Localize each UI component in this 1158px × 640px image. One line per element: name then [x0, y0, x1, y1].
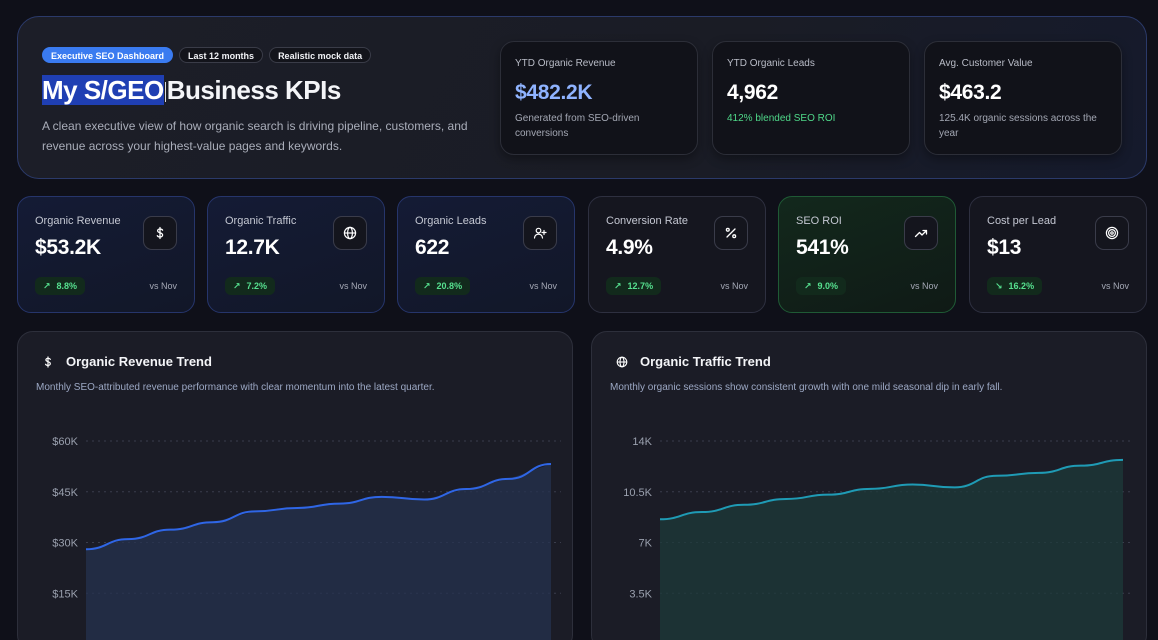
ytd-customer-value-card: Avg. Customer Value $463.2 125.4K organi…: [924, 41, 1122, 155]
kpi-card-organic-leads[interactable]: Organic Leads 622 ↗ 20.8% vs Nov: [397, 196, 575, 313]
trending-up-icon: [904, 216, 938, 250]
ytd-card-value: $463.2: [939, 81, 1002, 104]
ytd-card-subtext: 412% blended SEO ROI: [727, 113, 836, 124]
ytd-revenue-card: YTD Organic Revenue $482.2K Generated fr…: [500, 41, 698, 155]
ytd-leads-card: YTD Organic Leads 4,962 412% blended SEO…: [712, 41, 910, 155]
tag-date-range[interactable]: Last 12 months: [179, 47, 264, 63]
change-badge: ↗ 20.8%: [415, 277, 471, 295]
y-tick-label: $15K: [52, 588, 78, 600]
revenue-trend-panel: $0$15K$30K$45K$60K Organic Revenue Trend…: [17, 331, 573, 640]
user-plus-icon: [523, 216, 557, 250]
tag-mock-data[interactable]: Realistic mock data: [269, 47, 372, 63]
dollar-icon: [143, 216, 177, 250]
series-line: [659, 458, 1124, 521]
kpi-label: Organic Leads: [415, 215, 487, 227]
globe-icon: [333, 216, 367, 250]
arrow-up-right-icon: ↗: [804, 281, 812, 291]
panel-description: Monthly SEO-attributed revenue performan…: [36, 382, 435, 393]
ytd-card-subtext: 125.4K organic sessions across the year: [939, 113, 1097, 139]
panel-title: Organic Traffic Trend: [616, 354, 771, 369]
change-badge: ↘ 16.2%: [987, 277, 1043, 295]
comparison-label: vs Nov: [910, 281, 938, 291]
kpi-value: 622: [415, 236, 450, 259]
panel-description: Monthly organic sessions show consistent…: [610, 382, 1003, 393]
page-title[interactable]: My S/GEO Business KPIs: [42, 75, 341, 106]
kpi-card-conversion-rate[interactable]: Conversion Rate 4.9% ↗ 12.7% vs Nov: [588, 196, 766, 313]
change-badge: ↗ 9.0%: [796, 277, 847, 295]
hero-description: A clean executive view of how organic se…: [42, 119, 468, 153]
ytd-card-value: $482.2K: [515, 81, 593, 104]
y-tick-label: 10.5K: [623, 487, 652, 499]
text-cursor: [164, 82, 166, 102]
comparison-label: vs Nov: [529, 281, 557, 291]
kpi-card-cost-per-lead[interactable]: Cost per Lead $13 ↘ 16.2% vs Nov: [969, 196, 1147, 313]
comparison-label: vs Nov: [149, 281, 177, 291]
ytd-card-value: 4,962: [727, 81, 779, 104]
panel-title-text: Organic Traffic Trend: [640, 354, 771, 369]
kpi-label: Organic Revenue: [35, 215, 121, 227]
arrow-up-right-icon: ↗: [423, 281, 431, 291]
comparison-label: vs Nov: [720, 281, 748, 291]
revenue-trend-chart[interactable]: $0$15K$30K$45K$60K: [18, 332, 574, 640]
panel-title-text: Organic Revenue Trend: [66, 354, 212, 369]
tag-executive-dashboard[interactable]: Executive SEO Dashboard: [42, 47, 174, 63]
kpi-value: $53.2K: [35, 236, 101, 259]
page-title-rest[interactable]: Business KPIs: [166, 75, 342, 105]
ytd-card-subtext: Generated from SEO-driven conversions: [515, 113, 640, 139]
kpi-value: 12.7K: [225, 236, 280, 259]
kpi-value: 541%: [796, 236, 849, 259]
ytd-card-label: YTD Organic Revenue: [515, 58, 616, 69]
change-value: 16.2%: [1008, 281, 1035, 291]
comparison-label: vs Nov: [339, 281, 367, 291]
ytd-card-label: YTD Organic Leads: [727, 58, 815, 69]
change-value: 8.8%: [56, 281, 78, 291]
page-title-selected-text[interactable]: My S/GEO: [42, 75, 164, 105]
y-tick-label: $30K: [52, 538, 78, 550]
change-value: 20.8%: [436, 281, 463, 291]
y-tick-label: $45K: [52, 487, 78, 499]
comparison-label: vs Nov: [1101, 281, 1129, 291]
kpi-label: SEO ROI: [796, 215, 842, 227]
hero-section: Executive SEO Dashboard Last 12 months R…: [17, 16, 1147, 179]
ytd-card-label: Avg. Customer Value: [939, 58, 1033, 69]
panel-title: Organic Revenue Trend: [42, 354, 212, 369]
series-area: [86, 464, 551, 640]
dollar-icon: [45, 355, 51, 368]
kpi-label: Cost per Lead: [987, 215, 1057, 227]
y-tick-label: 3.5K: [629, 588, 652, 600]
kpi-card-seo-roi[interactable]: SEO ROI 541% ↗ 9.0% vs Nov: [778, 196, 956, 313]
arrow-down-right-icon: ↘: [995, 281, 1003, 291]
percent-icon: [714, 216, 748, 250]
target-icon: [1095, 216, 1129, 250]
y-tick-label: $60K: [52, 436, 78, 448]
y-tick-label: 14K: [632, 436, 652, 448]
change-badge: ↗ 8.8%: [35, 277, 86, 295]
kpi-label: Conversion Rate: [606, 215, 688, 227]
arrow-up-right-icon: ↗: [233, 281, 241, 291]
y-tick-label: 7K: [639, 538, 653, 550]
change-badge: ↗ 12.7%: [606, 277, 662, 295]
change-value: 12.7%: [627, 281, 654, 291]
change-value: 7.2%: [246, 281, 268, 291]
change-value: 9.0%: [817, 281, 839, 291]
arrow-up-right-icon: ↗: [43, 281, 51, 291]
series-line: [85, 463, 552, 551]
globe-icon: [616, 356, 628, 367]
series-area: [660, 459, 1123, 640]
hero-tags: Executive SEO Dashboard Last 12 months R…: [42, 47, 372, 63]
kpi-label: Organic Traffic: [225, 215, 297, 227]
arrow-up-right-icon: ↗: [614, 281, 622, 291]
kpi-value: 4.9%: [606, 236, 653, 259]
kpi-value: $13: [987, 236, 1022, 259]
change-badge: ↗ 7.2%: [225, 277, 276, 295]
kpi-card-organic-revenue[interactable]: Organic Revenue $53.2K ↗ 8.8% vs Nov: [17, 196, 195, 313]
kpi-card-organic-traffic[interactable]: Organic Traffic 12.7K ↗ 7.2% vs Nov: [207, 196, 385, 313]
